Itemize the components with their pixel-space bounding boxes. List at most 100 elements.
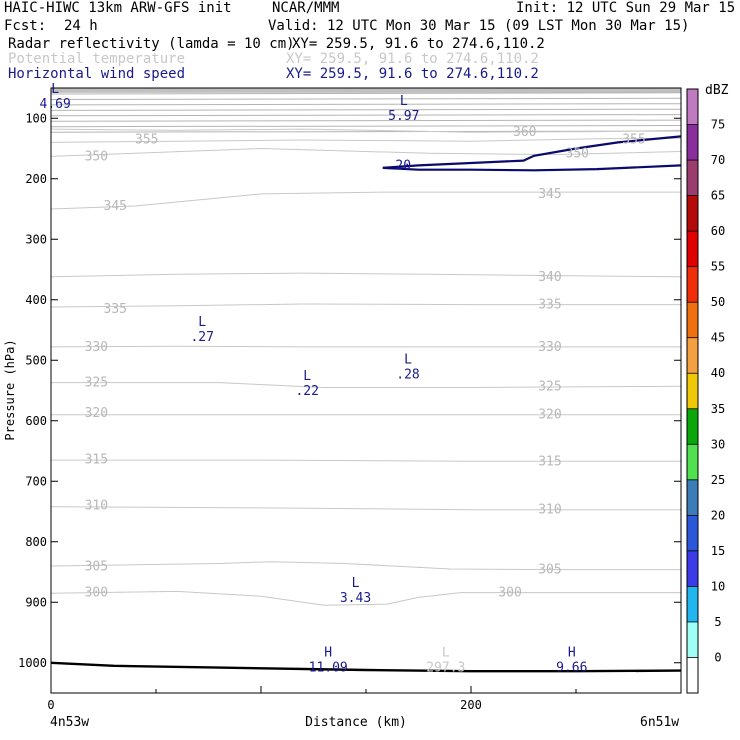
extremum-value: 3.43 [340,591,371,606]
colorbar-label: 0 [714,650,721,664]
wind-contour-20-lower [382,164,682,172]
theta-label-335: 335 [538,298,561,313]
stratosphere-theta-line [50,119,682,122]
fcst-value: 24 h [64,18,98,34]
surface-line [50,661,682,673]
colorbar-cell [687,302,698,338]
org-label: NCAR/MMM [272,0,340,16]
theta-label-330: 330 [85,340,108,355]
y-tick-label: 400 [25,293,47,307]
colorbar-label: 55 [711,260,725,274]
theta-contour-345 [50,191,681,210]
wind-contours: 20 [382,135,682,173]
stratosphere-theta-line [50,114,682,117]
theta-label-325: 325 [85,376,108,391]
colorbar-cell [687,89,698,125]
field-name-theta: Potential temperature [8,51,186,67]
theta-contour-330 [50,345,681,348]
y-tick-label: 800 [25,535,47,549]
theta-label-315: 315 [85,452,108,467]
extremum-value: 4.69 [40,97,71,112]
extremum-value: .28 [396,367,419,382]
colorbar-label: 70 [711,153,725,167]
model-top-band [51,88,681,93]
extremum-type: L [198,315,206,330]
field-name-wind: Horizontal wind speed [8,66,186,82]
theta-label-315: 315 [538,454,561,469]
colorbar-label: 40 [711,366,725,380]
extremum-type: L [51,82,59,97]
extremum-type: L [400,94,408,109]
right-endpoint-label: 6n51w [640,715,679,730]
left-endpoint-label: 4n53w [50,715,89,730]
theta-label-355: 355 [622,132,645,147]
theta-contour-350 [50,147,682,157]
colorbar-label: 50 [711,295,725,309]
y-tick-label: 900 [25,595,47,609]
wind-contour-20-upper [382,135,682,169]
x-axis-label: Distance (km) [305,715,407,730]
theta-contours [50,128,682,606]
extremum-type: L [442,646,450,661]
theta-label-350: 350 [85,149,108,164]
colorbar-cell [687,195,698,232]
wind-contour-label-20: 20 [395,158,411,173]
colorbar-frame [686,88,699,694]
y-tick-label: 700 [25,474,47,488]
field-xy-reflectivity: XY= 259.5, 91.6 to 274.6,110.2 [292,36,545,52]
theta-label-300: 300 [85,586,108,601]
theta-contour-340 [50,272,682,278]
extremum-value: 5.97 [388,109,419,124]
colorbar-label: 45 [711,331,725,345]
theta-label-345: 345 [538,187,561,202]
colorbar-cell [687,586,698,622]
extremum-value: 9.66 [556,661,587,676]
colorbar-cell [687,479,698,516]
theta-contour-355 [50,137,682,143]
stratosphere-theta-line [50,108,682,111]
model-title: HAIC-HIWC 13km ARW-GFS init [4,0,232,16]
theta-label-300: 300 [498,586,521,601]
colorbar-label: 5 [714,615,721,629]
theta-contour-310 [50,506,681,511]
colorbar-label: 75 [711,118,725,132]
colorbar-label: 25 [711,473,725,487]
extremum-value: .22 [295,384,318,399]
colorbar-cell [687,373,698,409]
colorbar-label: 10 [711,579,725,593]
fcst-label: Fcst: [4,18,47,34]
colorbar-label: 35 [711,402,725,416]
theta-label-305: 305 [85,560,108,575]
y-tick-label: 500 [25,353,47,367]
theta-label-330: 330 [538,340,561,355]
theta-contour-315 [51,459,681,462]
colorbar-unit: dBZ [705,83,729,98]
stratosphere-theta-line [50,103,682,106]
extremum-type: H [324,646,332,661]
colorbar-label: 15 [711,544,725,558]
theta-label-345: 345 [104,199,127,214]
terrain-line [50,661,682,673]
theta-label-340: 340 [538,270,561,285]
y-tick-label: 1000 [18,656,47,670]
extremum-type: H [568,646,576,661]
y-tick-label: 600 [25,414,47,428]
theta-label-310: 310 [85,498,108,513]
theta-label-320: 320 [85,406,108,421]
colorbar-label: 65 [711,189,725,203]
extrema-labels: L4.69 L5.97L.27L.22L.28L3.43H11.09L297.3H… [40,82,588,676]
theta-label-305: 305 [538,563,561,578]
colorbar-label: 30 [711,437,725,451]
x-tick-label: 0 [47,698,54,712]
init-time: Init: 12 UTC Sun 29 Mar 15 [516,0,736,16]
theta-contour-305 [50,561,681,571]
theta-label-360: 360 [513,125,536,140]
field-name-reflectivity: Radar reflectivity (lamda = 10 cm) [8,36,295,52]
colorbar-cell [687,444,698,480]
colorbar-cell [687,621,698,658]
extremum-value: .27 [190,330,213,345]
colorbar-cell [687,515,698,551]
valid-time: Valid: 12 UTC Mon 30 Mar 15 (09 LST Mon … [268,18,690,34]
stratosphere-theta-line [50,92,682,95]
